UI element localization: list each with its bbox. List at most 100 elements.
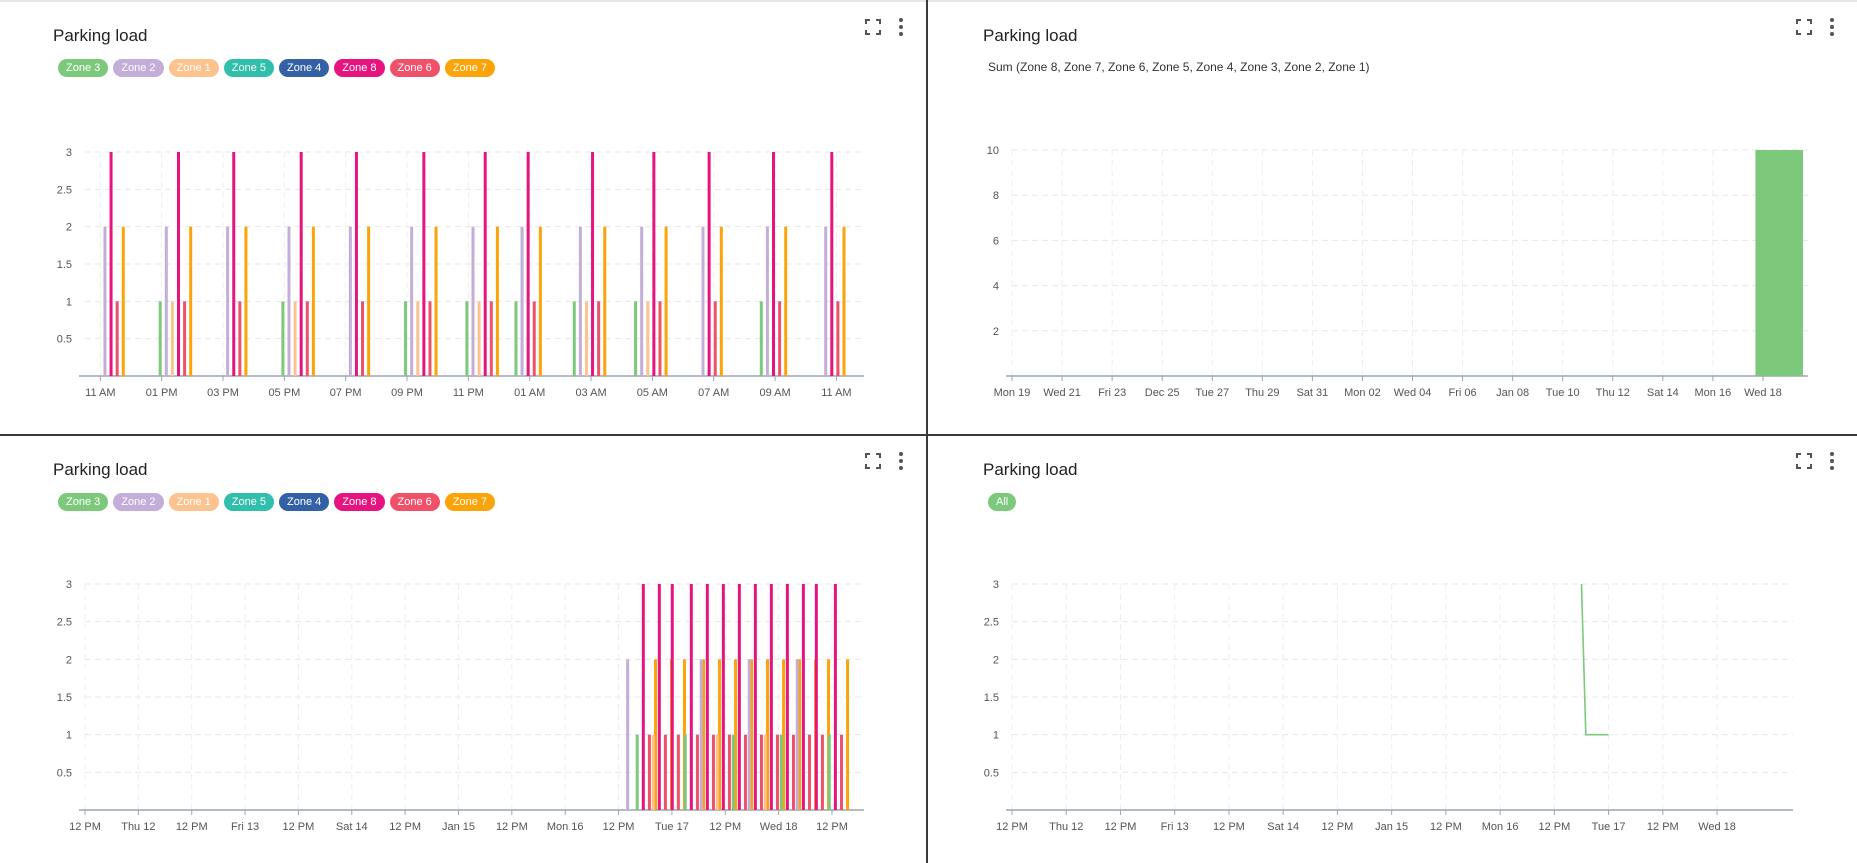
bar-zone-3[interactable] (731, 734, 735, 810)
bar-zone-6[interactable] (727, 734, 731, 810)
bar-zone-7[interactable] (311, 226, 315, 376)
bar-zone-6[interactable] (820, 734, 824, 810)
fullscreen-button[interactable] (1795, 452, 1813, 470)
legend-chip-zone-8[interactable]: Zone 8 (334, 493, 385, 511)
bar-zone-8[interactable] (772, 152, 776, 376)
bar-zone-3[interactable] (635, 734, 639, 810)
bar-zone-1[interactable] (293, 301, 297, 376)
bar-zone-8[interactable] (707, 152, 711, 376)
legend-chip-zone-4[interactable]: Zone 4 (279, 59, 330, 77)
fullscreen-button[interactable] (864, 18, 882, 36)
bar-zone-6[interactable] (807, 734, 811, 810)
bar-zone-7[interactable] (189, 226, 193, 376)
bar-zone-3[interactable] (514, 301, 518, 376)
bar-zone-6[interactable] (759, 734, 763, 810)
bar-zone-6[interactable] (778, 301, 782, 376)
bar-zone-8[interactable] (483, 152, 487, 376)
legend-chip-zone-2[interactable]: Zone 2 (113, 59, 164, 77)
bar-zone-6[interactable] (489, 301, 493, 376)
bar-zone-6[interactable] (695, 734, 699, 810)
bar-zone-7[interactable] (654, 659, 658, 810)
bar-zone-8[interactable] (526, 152, 530, 376)
bar-zone-1[interactable] (477, 301, 481, 376)
bar-zone-7[interactable] (664, 226, 668, 376)
bar-zone-6[interactable] (676, 734, 680, 810)
bar-zone-3[interactable] (465, 301, 469, 376)
bar-zone-6[interactable] (305, 301, 309, 376)
bar-zone-2[interactable] (520, 226, 524, 376)
bar-zone-8[interactable] (232, 152, 236, 376)
bar-zone-8[interactable] (830, 152, 834, 376)
bar-zone-2[interactable] (103, 226, 107, 376)
bar-zone-2[interactable] (626, 659, 630, 810)
bar-zone-2[interactable] (795, 659, 799, 810)
widget-menu-button[interactable] (1827, 450, 1837, 472)
bar-zone-1[interactable] (715, 734, 719, 810)
bar-zone-3[interactable] (634, 301, 638, 376)
bar-zone-7[interactable] (495, 226, 499, 376)
bar-zone-2[interactable] (348, 226, 352, 376)
bar-zone-8[interactable] (657, 584, 661, 810)
legend-chip-zone-4[interactable]: Zone 4 (279, 493, 330, 511)
bar-zone-3[interactable] (572, 301, 576, 376)
bar-zone-8[interactable] (785, 584, 789, 810)
bar-zone-6[interactable] (775, 734, 779, 810)
bar-zone-7[interactable] (702, 659, 706, 810)
bar-zone-6[interactable] (711, 734, 715, 810)
bar-zone-3[interactable] (683, 734, 687, 810)
bar-zone-2[interactable] (699, 659, 703, 810)
bar-zone-1[interactable] (584, 301, 588, 376)
bar-zone-8[interactable] (814, 584, 818, 810)
bar-zone-8[interactable] (721, 584, 725, 810)
bar-zone-6[interactable] (791, 734, 795, 810)
bar-zone-8[interactable] (641, 584, 645, 810)
bar-zone-7[interactable] (538, 226, 542, 376)
bar-zone-7[interactable] (766, 659, 770, 810)
bar-zone-2[interactable] (747, 659, 751, 810)
bar-zone-6[interactable] (238, 301, 242, 376)
fullscreen-button[interactable] (1795, 18, 1813, 36)
bar-zone-8[interactable] (177, 152, 181, 376)
bar-zone-6[interactable] (361, 301, 365, 376)
bar-zone-3[interactable] (779, 734, 783, 810)
bar-zone-1[interactable] (416, 301, 420, 376)
bar-zone-7[interactable] (782, 659, 786, 810)
bar-zone-2[interactable] (765, 226, 769, 376)
widget-menu-button[interactable] (896, 450, 906, 472)
bar-zone-7[interactable] (603, 226, 607, 376)
bar-zone-3[interactable] (827, 734, 831, 810)
bar-zone-8[interactable] (689, 584, 693, 810)
bar-zone-8[interactable] (833, 584, 837, 810)
bar-zone-2[interactable] (410, 226, 414, 376)
legend-chip-zone-3[interactable]: Zone 3 (58, 59, 109, 77)
bar-zone-6[interactable] (428, 301, 432, 376)
bar-zone-8[interactable] (591, 152, 595, 376)
bar-zone-1[interactable] (651, 734, 655, 810)
bar-zone-7[interactable] (719, 226, 723, 376)
bar-zone-8[interactable] (753, 584, 757, 810)
bar-zone-7[interactable] (121, 226, 125, 376)
legend-chip-zone-7[interactable]: Zone 7 (444, 59, 495, 77)
bar-zone-1[interactable] (763, 734, 767, 810)
legend-chip-zone-3[interactable]: Zone 3 (58, 493, 109, 511)
bar-zone-3[interactable] (281, 301, 285, 376)
legend-chip-zone-5[interactable]: Zone 5 (223, 493, 274, 511)
bar-zone-7[interactable] (244, 226, 248, 376)
line-series-all[interactable] (1580, 583, 1609, 736)
bar-zone-6[interactable] (597, 301, 601, 376)
bar-zone-7[interactable] (842, 226, 846, 376)
bar-zone-3[interactable] (158, 301, 162, 376)
legend-chip-zone-1[interactable]: Zone 1 (168, 493, 219, 511)
bar-zone-6[interactable] (839, 734, 843, 810)
bar-zone-6[interactable] (663, 734, 667, 810)
bar-zone-8[interactable] (670, 584, 674, 810)
widget-menu-button[interactable] (896, 16, 906, 38)
bar-zone-7[interactable] (798, 659, 802, 810)
bar-zone-2[interactable] (287, 226, 291, 376)
bar-zone-1[interactable] (646, 301, 650, 376)
bar-zone-7[interactable] (784, 226, 788, 376)
fullscreen-button[interactable] (864, 452, 882, 470)
bar-zone-6[interactable] (836, 301, 840, 376)
bar-zone-6[interactable] (743, 734, 747, 810)
bar-zone-7[interactable] (718, 659, 722, 810)
